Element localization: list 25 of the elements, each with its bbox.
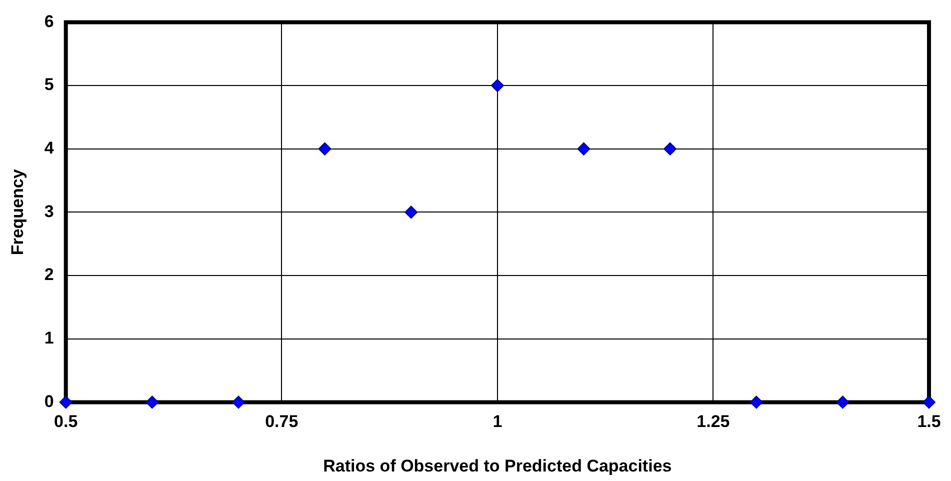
y-tick-label: 5: [44, 75, 54, 94]
x-tick-label: 1.25: [696, 412, 730, 432]
point: [232, 396, 245, 409]
point: [750, 396, 763, 409]
x-tick-label: 0.5: [54, 412, 78, 432]
y-tick-label: 6: [44, 12, 54, 31]
point: [404, 206, 418, 219]
point: [318, 142, 332, 156]
point: [664, 142, 677, 156]
x-tick-label: 1: [492, 412, 502, 432]
x-tick-label: 0.75: [265, 412, 298, 432]
x-tick-label: 1.5: [917, 412, 941, 432]
point: [577, 142, 590, 156]
point: [59, 396, 72, 409]
x-axis-title: Ratios of Observed to Predicted Capacities: [323, 456, 672, 476]
y-tick-label: 2: [44, 265, 54, 284]
point: [836, 396, 850, 409]
point: [922, 396, 936, 409]
y-axis-title: Frequency: [8, 168, 27, 256]
y-tick-label: 1: [44, 328, 54, 348]
y-tick-label: 3: [44, 202, 54, 221]
point: [490, 79, 504, 92]
y-tick-label: 0: [44, 392, 54, 411]
y-tick-label: 4: [44, 138, 54, 158]
point: [146, 396, 159, 409]
